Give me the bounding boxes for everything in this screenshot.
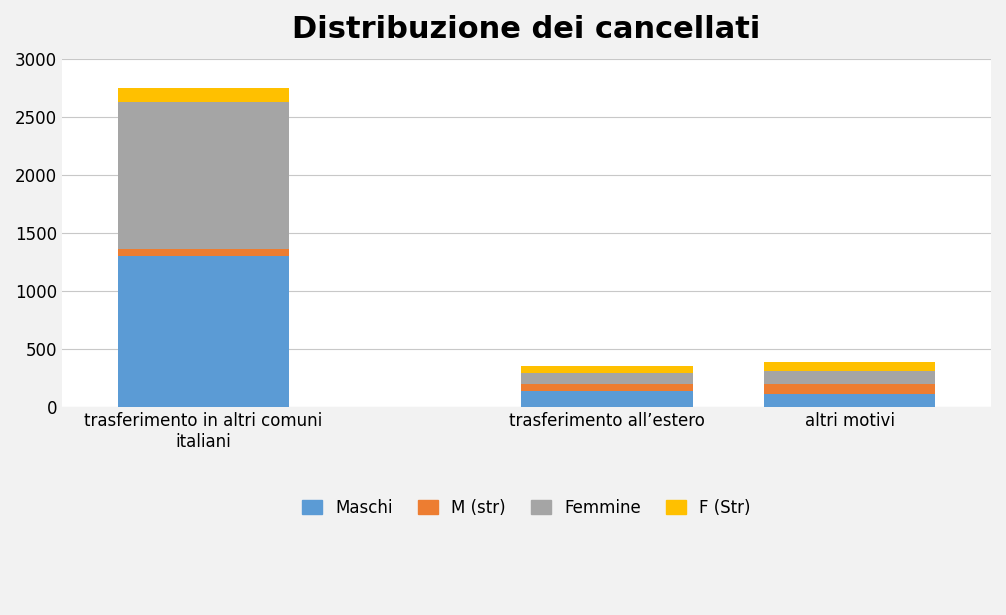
Bar	[521, 391, 693, 407]
Bar	[764, 394, 936, 407]
Bar	[764, 371, 936, 384]
Bar	[118, 256, 289, 407]
Bar	[521, 384, 693, 391]
Bar	[764, 362, 936, 371]
Title: Distribuzione dei cancellati: Distribuzione dei cancellati	[293, 15, 761, 44]
Bar	[521, 367, 693, 373]
Bar	[521, 373, 693, 384]
Bar	[118, 249, 289, 256]
Bar	[118, 101, 289, 249]
Bar	[764, 384, 936, 394]
Bar	[118, 89, 289, 101]
Legend: Maschi, M (str), Femmine, F (Str): Maschi, M (str), Femmine, F (Str)	[296, 492, 758, 523]
